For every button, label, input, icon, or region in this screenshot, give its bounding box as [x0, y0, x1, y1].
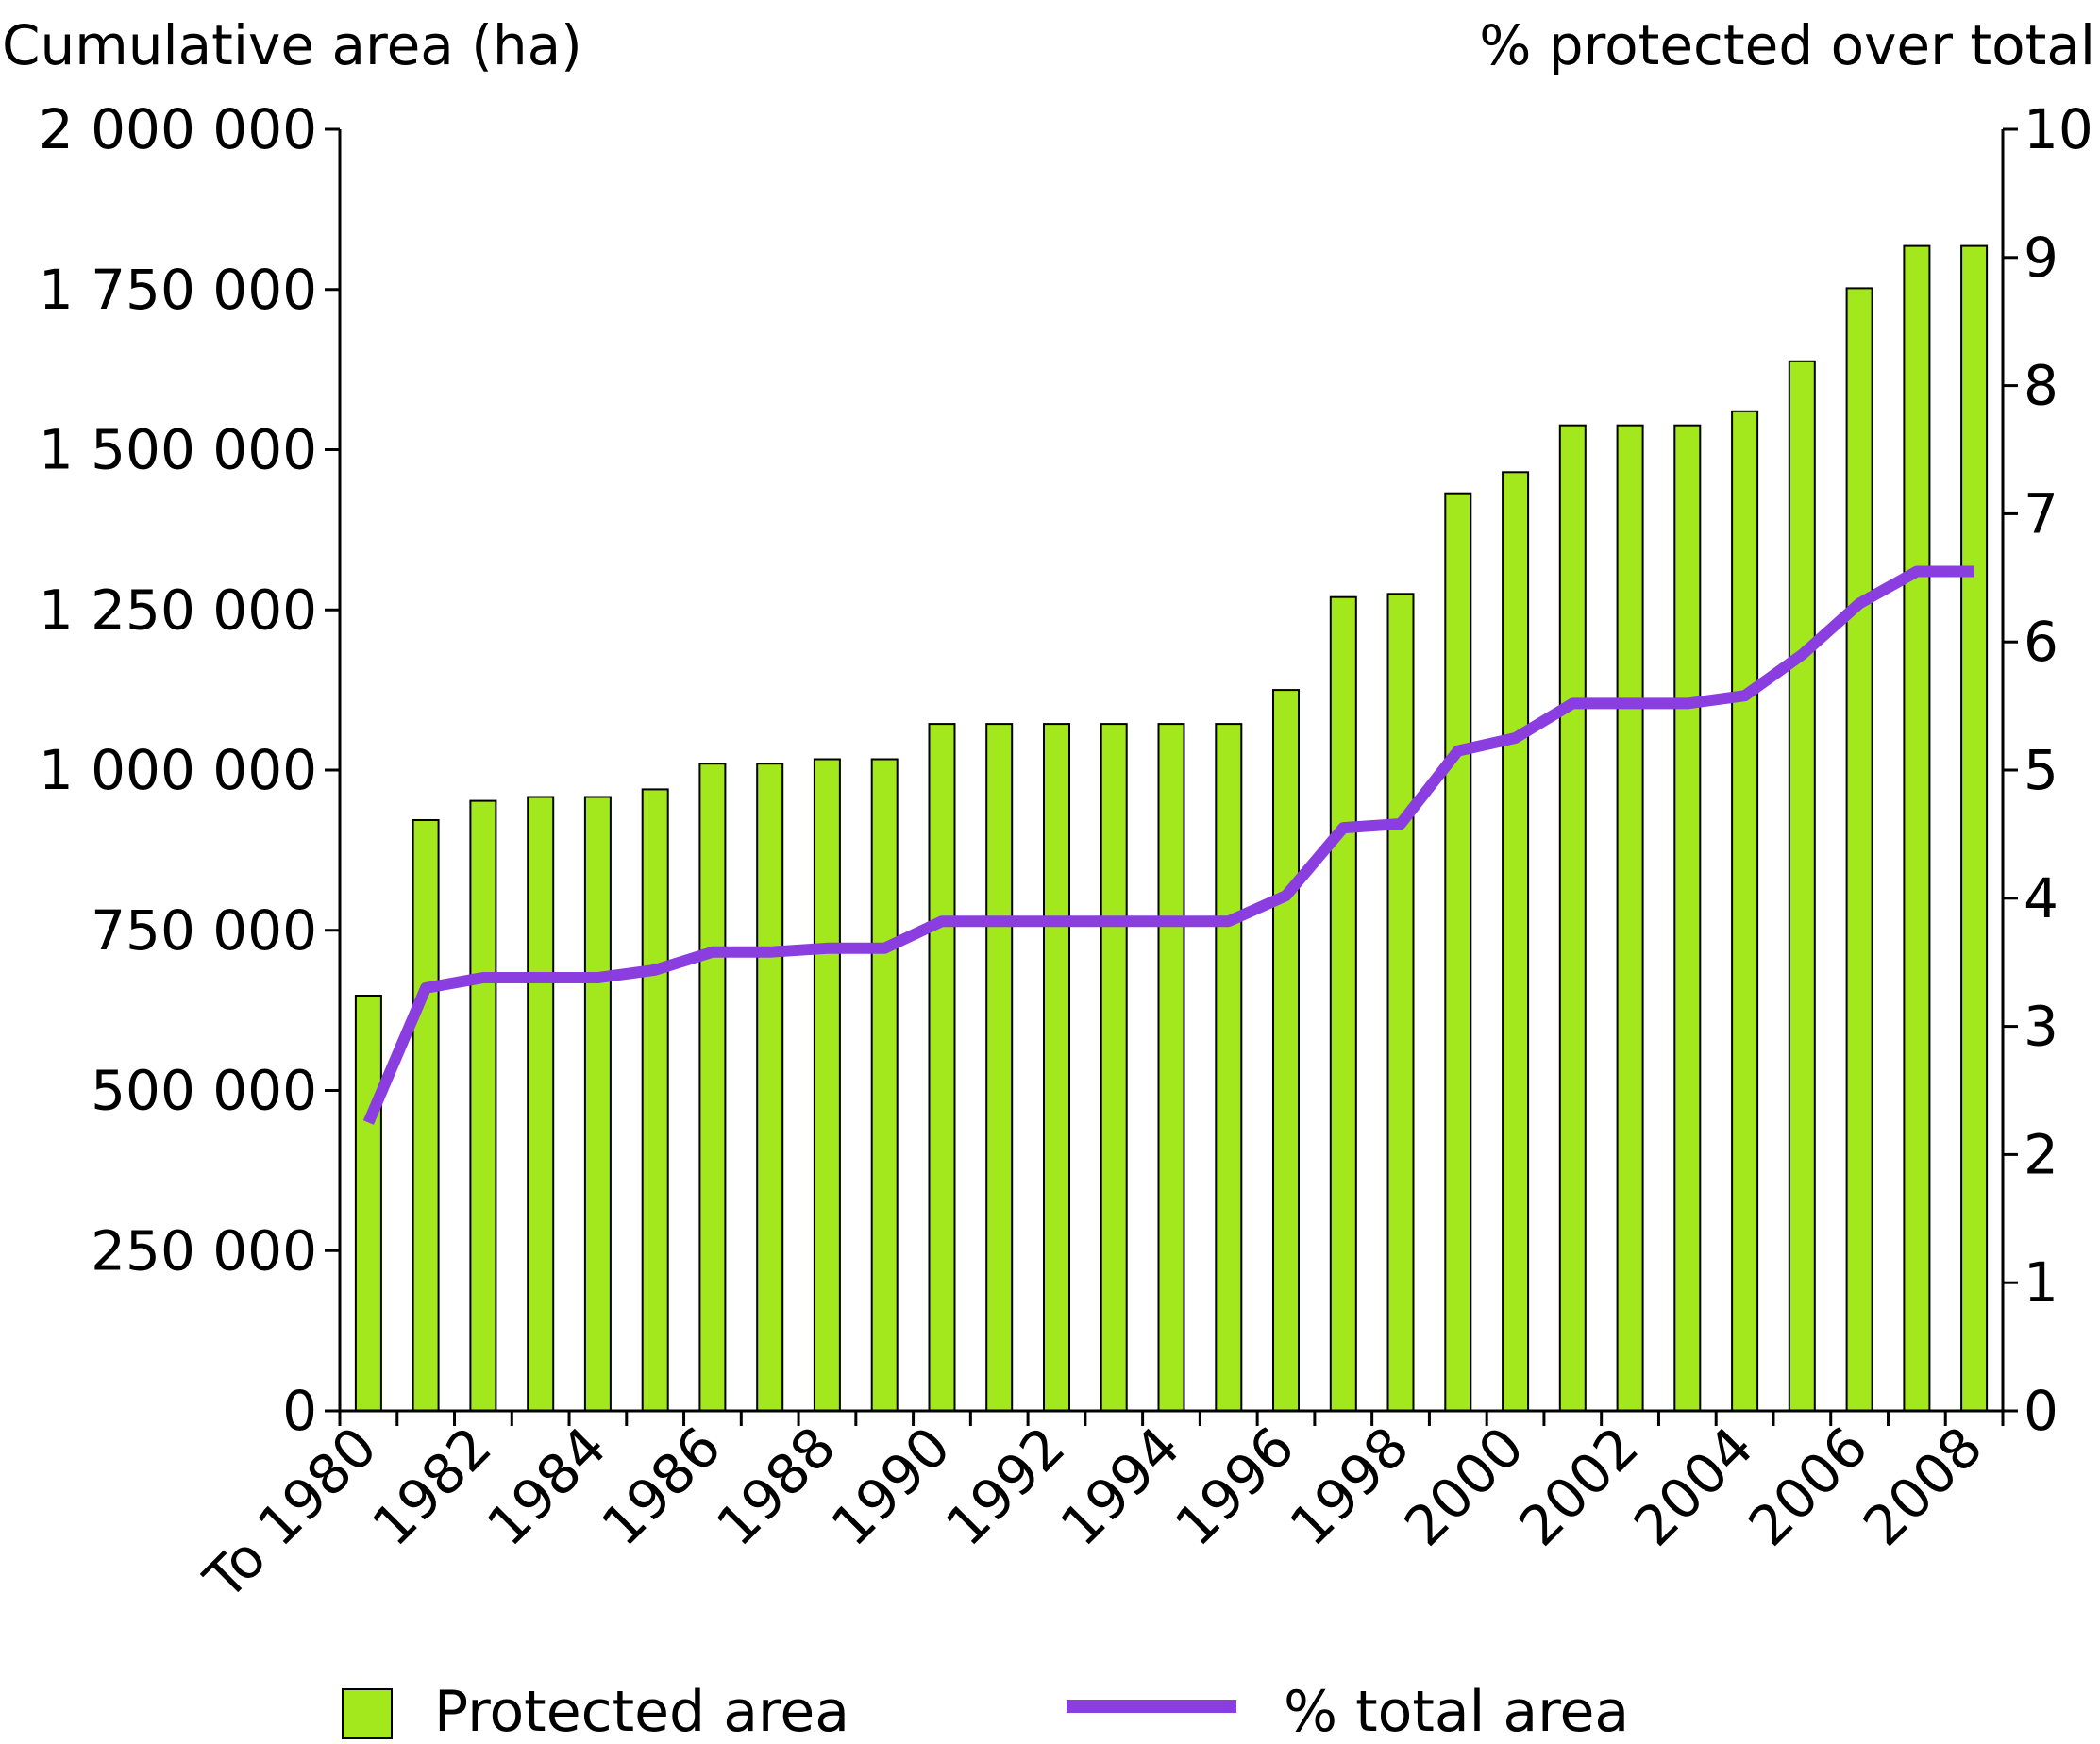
bar-1990	[928, 723, 956, 1412]
bar-1986	[698, 763, 727, 1412]
line-series	[362, 565, 1974, 1125]
x-tick-label: 2000	[1392, 1415, 1536, 1558]
x-tick-label: 1990	[818, 1415, 962, 1558]
left-tick-label: 1 500 000	[39, 418, 317, 482]
x-tick-label: 2006	[1737, 1415, 1880, 1558]
bar-2000	[1502, 471, 1530, 1412]
bar-1993	[1100, 723, 1128, 1412]
bar-1997	[1329, 595, 1357, 1412]
right-tick-label: 5	[2024, 738, 2058, 802]
x-axis-ticks: To 1980198219841986198819901992199419961…	[192, 1411, 2005, 1612]
left-tick-label: 250 000	[91, 1218, 317, 1283]
right-tick-label: 0	[2024, 1379, 2058, 1443]
legend-swatch-protected-area	[342, 1688, 393, 1739]
x-tick-label: 1994	[1048, 1415, 1191, 1558]
bar-1991	[985, 723, 1014, 1412]
x-tick-label: 1982	[360, 1415, 503, 1558]
bar-2002	[1616, 424, 1644, 1413]
right-axis-title: % protected over total	[1479, 13, 2095, 77]
right-tick-label: 8	[2024, 354, 2058, 418]
bar-1985	[641, 788, 669, 1412]
bar-1992	[1043, 723, 1070, 1412]
right-tick-label: 3	[2024, 995, 2058, 1059]
right-tick-label: 10	[2024, 97, 2093, 161]
left-tick-label: 1 750 000	[39, 258, 317, 322]
right-axis-ticks: 0 1 2 3 4 5 6 7 8 9 10	[2003, 97, 2093, 1443]
bar-1996	[1272, 689, 1300, 1412]
bar-1994	[1157, 723, 1185, 1412]
x-tick-label: 1988	[704, 1415, 848, 1558]
bar-1988	[813, 758, 841, 1412]
bar-1982	[469, 799, 497, 1412]
right-tick-label: 7	[2024, 481, 2058, 545]
right-tick-label: 2	[2024, 1122, 2058, 1186]
bar-2005	[1788, 360, 1816, 1412]
bar-2001	[1558, 424, 1587, 1413]
x-tick-label: 2002	[1507, 1415, 1651, 1558]
bar-2007	[1903, 244, 1931, 1413]
line-total-area	[362, 565, 1974, 1125]
bar-series	[354, 244, 1989, 1413]
right-tick-label: 1	[2024, 1250, 2058, 1315]
bar-2008	[1960, 244, 1989, 1413]
x-tick-label: 1986	[589, 1415, 732, 1558]
left-axis-title: Cumulative area (ha)	[2, 13, 582, 77]
legend: Protected area % total area	[342, 1679, 1629, 1744]
x-tick-label: 1992	[933, 1415, 1077, 1558]
bar-2006	[1845, 287, 1873, 1412]
bar-1989	[870, 758, 899, 1412]
right-tick-label: 9	[2024, 226, 2058, 290]
right-tick-label: 6	[2024, 610, 2058, 674]
bar-2004	[1731, 410, 1759, 1412]
left-tick-label: 500 000	[91, 1059, 317, 1123]
left-tick-label: 1 250 000	[39, 578, 317, 642]
legend-label-total-area: % total area	[1284, 1679, 1629, 1744]
bar-1999	[1444, 492, 1472, 1412]
legend-label-protected-area: Protected area	[434, 1679, 849, 1744]
bar-1981	[412, 819, 440, 1412]
bar-1984	[583, 796, 612, 1412]
left-tick-label: 0	[282, 1379, 317, 1443]
x-tick-label: 1984	[475, 1415, 618, 1558]
left-tick-label: 750 000	[91, 898, 317, 963]
x-tick-label: 1996	[1163, 1415, 1306, 1558]
bar-1983	[527, 796, 555, 1412]
bar-1998	[1386, 593, 1415, 1412]
bar-to-1980	[354, 995, 382, 1412]
bar-1987	[756, 763, 784, 1412]
left-tick-label: 1 000 000	[39, 738, 317, 802]
x-tick-label: 2008	[1851, 1415, 1994, 1558]
x-tick-label: 2004	[1621, 1415, 1765, 1558]
bar-2003	[1673, 424, 1702, 1413]
bar-1995	[1215, 723, 1243, 1412]
left-tick-label: 2 000 000	[39, 97, 317, 161]
right-tick-label: 4	[2024, 866, 2058, 931]
x-tick-label: 1998	[1277, 1415, 1420, 1558]
left-axis-ticks: 0 250 000 500 000 750 000 1 000 000 1 250 000…	[39, 97, 340, 1443]
